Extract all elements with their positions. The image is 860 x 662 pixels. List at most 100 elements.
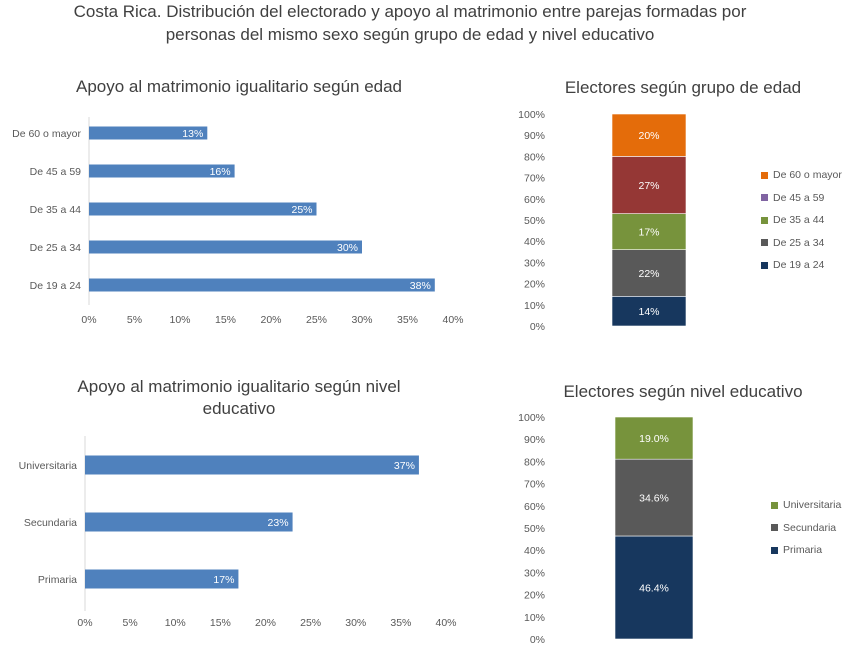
education-electorate-y-tick-label: 80%: [524, 456, 545, 468]
age-support-data-label: 38%: [410, 280, 431, 292]
education-electorate-chart-title: Electores según nivel educativo: [563, 382, 803, 401]
age-electorate-legend: De 60 o mayor De 45 a 59 De 35 a 44 De 25 a…: [761, 164, 842, 277]
age-electorate-segment-label: 27%: [638, 180, 659, 192]
main-title-line-1: Costa Rica. Distribución del electorado …: [73, 2, 747, 21]
age-support-x-tick-label: 20%: [260, 314, 281, 326]
education-electorate-legend-item-primaria: Primaria: [771, 539, 841, 562]
legend-swatch: [761, 261, 768, 269]
education-electorate-legend: Universitaria Secundaria Primaria: [771, 494, 841, 562]
age-electorate-legend-item-de-19-a-24: De 19 a 24: [761, 254, 842, 277]
education-support-category-label: Primaria: [38, 574, 77, 586]
education-support-bar-secundaria: [85, 512, 293, 532]
age-electorate-legend-item-de-25-a-34: De 25 a 34: [761, 232, 842, 255]
education-support-x-tick-label: 35%: [390, 617, 411, 629]
education-electorate-legend-item-secundaria: Secundaria: [771, 517, 841, 540]
legend-label: De 25 a 34: [773, 236, 825, 249]
education-electorate-y-tick-label: 10%: [524, 612, 545, 624]
age-support-category-label: De 19 a 24: [30, 280, 82, 292]
age-support-x-tick-label: 25%: [306, 314, 327, 326]
age-support-x-tick-label: 10%: [169, 314, 190, 326]
education-electorate-y-tick-label: 70%: [524, 479, 545, 491]
education-electorate-y-tick-label: 50%: [524, 523, 545, 535]
age-support-x-tick-label: 30%: [351, 314, 372, 326]
main-title-line-2: personas del mismo sexo según grupo de e…: [165, 25, 655, 44]
age-support-x-tick-label: 40%: [442, 314, 463, 326]
age-electorate-y-tick-label: 0%: [530, 321, 545, 333]
age-support-category-label: De 35 a 44: [30, 204, 82, 216]
education-electorate-chart: 0% 10% 20% 30% 40% 50% 60% 70% 80% 90% 100% 46.4% 34…: [518, 412, 694, 646]
age-electorate-segment-de-35-a-44: [611, 213, 687, 250]
age-electorate-y-tick-label: 60%: [524, 194, 545, 206]
legend-swatch: [771, 546, 778, 554]
education-electorate-segment-label: 34.6%: [639, 493, 669, 505]
age-support-x-tick-label: 15%: [215, 314, 236, 326]
education-electorate-y-tick-label: 20%: [524, 590, 545, 602]
education-electorate-segment-universitaria: [614, 416, 694, 460]
education-support-data-label: 17%: [213, 574, 234, 586]
education-electorate-segment-secundaria: [614, 458, 694, 537]
age-electorate-y-tick-label: 100%: [518, 109, 545, 121]
education-support-x-tick-label: 20%: [255, 617, 276, 629]
age-electorate-segment-de-45-a-59: [611, 156, 687, 214]
age-support-category-label: De 25 a 34: [30, 242, 82, 254]
legend-label: Primaria: [783, 544, 823, 557]
education-support-category-label: Secundaria: [24, 517, 77, 529]
legend-swatch: [761, 216, 768, 224]
age-electorate-segment-label: 20%: [638, 130, 659, 142]
education-electorate-y-tick-label: 30%: [524, 567, 545, 579]
legend-swatch: [761, 171, 768, 179]
education-support-x-tick-label: 40%: [435, 617, 456, 629]
age-support-category-label: De 60 o mayor: [12, 128, 81, 140]
education-electorate-segment-primaria: [614, 535, 694, 640]
legend-label: De 35 a 44: [773, 214, 825, 227]
education-support-x-tick-label: 15%: [210, 617, 231, 629]
legend-label: Universitaria: [783, 499, 842, 512]
legend-swatch: [771, 501, 778, 509]
age-support-chart-title: Apoyo al matrimonio igualitario según ed…: [75, 77, 403, 96]
age-electorate-segment-de-19-a-24: [611, 296, 687, 327]
age-support-data-label: 25%: [291, 204, 312, 216]
education-support-data-label: 23%: [268, 517, 289, 529]
age-electorate-segment-de-60-o-mayor: [611, 113, 687, 157]
education-support-x-tick-label: 0%: [77, 617, 92, 629]
education-support-data-label: 37%: [394, 460, 415, 472]
education-electorate-y-tick-label: 0%: [530, 634, 545, 646]
education-electorate-segment-label: 19.0%: [639, 433, 669, 445]
education-support-category-label: Universitaria: [19, 460, 78, 472]
legend-label: Secundaria: [783, 521, 837, 534]
legend-label: De 45 a 59: [773, 191, 825, 204]
education-support-bar-primaria: [85, 569, 239, 589]
age-electorate-y-tick-label: 50%: [524, 215, 545, 227]
age-electorate-y-tick-label: 70%: [524, 173, 545, 185]
age-electorate-legend-item-de-35-a-44: De 35 a 44: [761, 209, 842, 232]
education-support-chart: Universitaria 37% Secundaria 23% Primaria 17%…: [19, 436, 457, 629]
age-support-bar-de-25-a-34: [89, 240, 362, 254]
education-electorate-y-tick-label: 90%: [524, 434, 545, 446]
education-electorate-y-tick-label: 100%: [518, 412, 545, 424]
legend-label: De 19 a 24: [773, 259, 825, 272]
education-support-bar-universitaria: [85, 455, 419, 475]
education-electorate-segment-label: 46.4%: [639, 582, 669, 594]
education-support-title-line-1: Apoyo al matrimonio igualitario según ni…: [77, 377, 401, 396]
main-title: Costa Rica. Distribución del electorado …: [0, 0, 820, 46]
age-electorate-y-tick-label: 20%: [524, 279, 545, 291]
legend-swatch: [771, 524, 778, 532]
age-support-data-label: 13%: [182, 128, 203, 140]
age-electorate-y-tick-label: 10%: [524, 300, 545, 312]
age-support-bar-de-60-o-mayor: [89, 126, 208, 140]
age-electorate-y-tick-label: 80%: [524, 151, 545, 163]
age-support-data-label: 16%: [210, 166, 231, 178]
education-electorate-y-tick-label: 60%: [524, 501, 545, 513]
education-support-x-tick-label: 5%: [123, 617, 138, 629]
education-electorate-legend-item-universitaria: Universitaria: [771, 494, 841, 517]
age-support-x-tick-label: 35%: [397, 314, 418, 326]
age-support-bar-de-19-a-24: [89, 278, 435, 292]
legend-label: De 60 o mayor: [773, 169, 842, 182]
age-electorate-legend-item-de-60-o-mayor: De 60 o mayor: [761, 164, 842, 187]
age-electorate-segment-label: 14%: [638, 306, 659, 318]
age-support-chart: De 60 o mayor 13% De 45 a 59 16% De 35 a 44 2…: [12, 117, 464, 326]
age-electorate-chart-title: Electores según grupo de edad: [564, 78, 802, 97]
age-support-data-label: 30%: [337, 242, 358, 254]
education-support-title-line-2: educativo: [202, 399, 276, 418]
education-support-x-tick-label: 10%: [165, 617, 186, 629]
